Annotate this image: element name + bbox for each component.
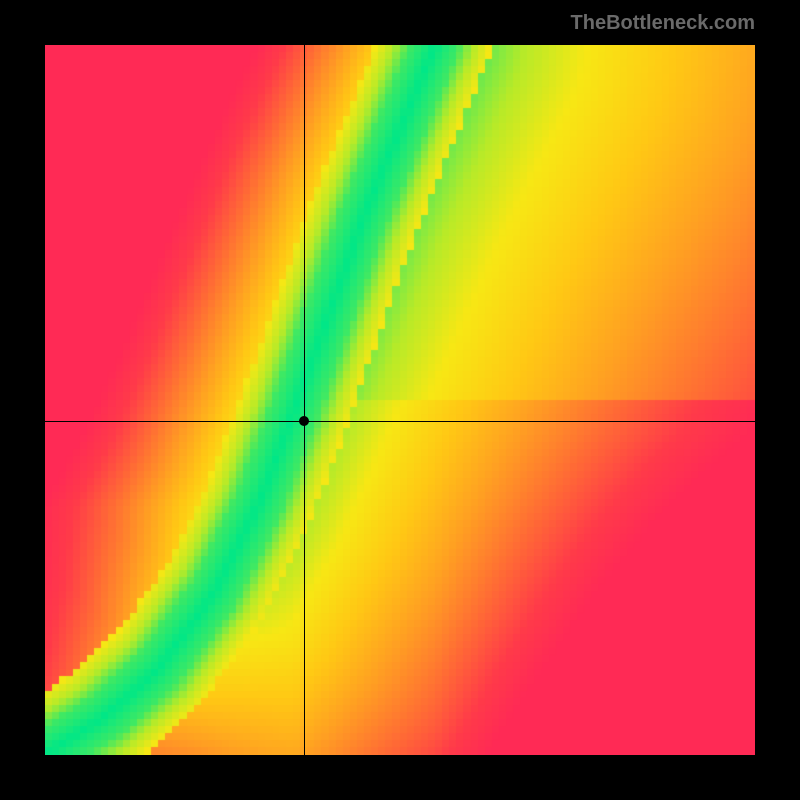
source-watermark: TheBottleneck.com bbox=[571, 12, 755, 35]
configuration-marker bbox=[299, 416, 309, 426]
crosshair-vertical bbox=[304, 45, 305, 755]
crosshair-horizontal bbox=[45, 421, 755, 422]
bottleneck-heatmap bbox=[45, 45, 755, 755]
